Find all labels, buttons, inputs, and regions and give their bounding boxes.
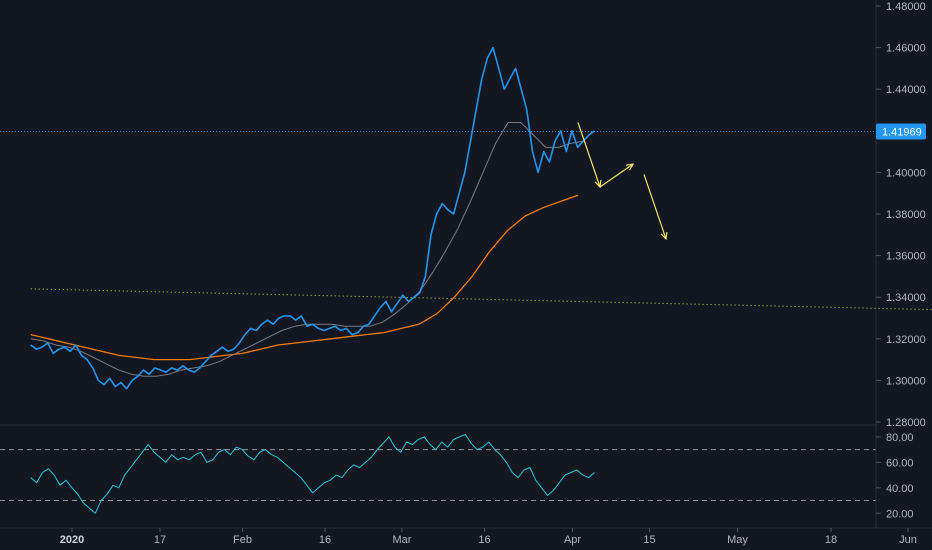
current-price-label: 1.41969 (876, 123, 926, 140)
price-tick-label: 1.34000 (886, 292, 926, 304)
price-tick-label: 1.36000 (886, 251, 926, 263)
time-tick-label: 2020 (60, 534, 84, 546)
price-series-line (30, 46, 595, 390)
time-tick-label: May (727, 534, 748, 546)
projection-arrow-shaft (577, 122, 601, 188)
trendline (30, 288, 932, 311)
rsi-pane[interactable] (0, 433, 876, 514)
time-tick-label: Feb (233, 534, 252, 546)
price-tick-label: 1.28000 (886, 417, 926, 429)
rsi-tick-label: 80.00 (886, 432, 914, 444)
time-tick-label: 16 (478, 534, 490, 546)
time-tick-label: 18 (825, 534, 837, 546)
rsi-axis[interactable]: 80.00 60.00 40.00 20.00 (876, 432, 914, 520)
price-tick-label: 1.48000 (886, 1, 926, 13)
current-price-label-bg (876, 123, 926, 140)
price-tick-label: 1.40000 (886, 167, 926, 179)
time-axis[interactable]: 2020 17 Feb 16 Mar 16 Apr 15 May 18 Jun (60, 528, 917, 546)
rsi-tick-label: 20.00 (886, 508, 914, 520)
time-tick-label: Jun (899, 534, 917, 546)
rsi-tick-label: 60.00 (886, 457, 914, 469)
price-tick-label: 1.32000 (886, 334, 926, 346)
price-tick-label: 1.44000 (886, 84, 926, 96)
price-tick-label: 1.30000 (886, 375, 926, 387)
projection-arrow-head (625, 163, 635, 171)
time-tick-label: 17 (154, 534, 166, 546)
moving-average-long-line (30, 194, 579, 361)
rsi-tick-label: 40.00 (886, 483, 914, 495)
time-tick-label: 15 (643, 534, 655, 546)
price-pane[interactable] (0, 46, 932, 390)
moving-average-short-line (30, 122, 584, 377)
projection-arrow-shaft (643, 174, 667, 240)
price-tick-label: 1.46000 (886, 43, 926, 55)
time-tick-label: 16 (319, 534, 331, 546)
projection-arrow-head (660, 231, 668, 241)
projection-arrow-shaft (599, 163, 634, 188)
time-tick-label: Apr (564, 534, 581, 546)
rsi-series-line (30, 433, 595, 514)
time-tick-label: Mar (393, 534, 412, 546)
price-tick-label: 1.38000 (886, 209, 926, 221)
current-price-text: 1.41969 (882, 126, 922, 138)
